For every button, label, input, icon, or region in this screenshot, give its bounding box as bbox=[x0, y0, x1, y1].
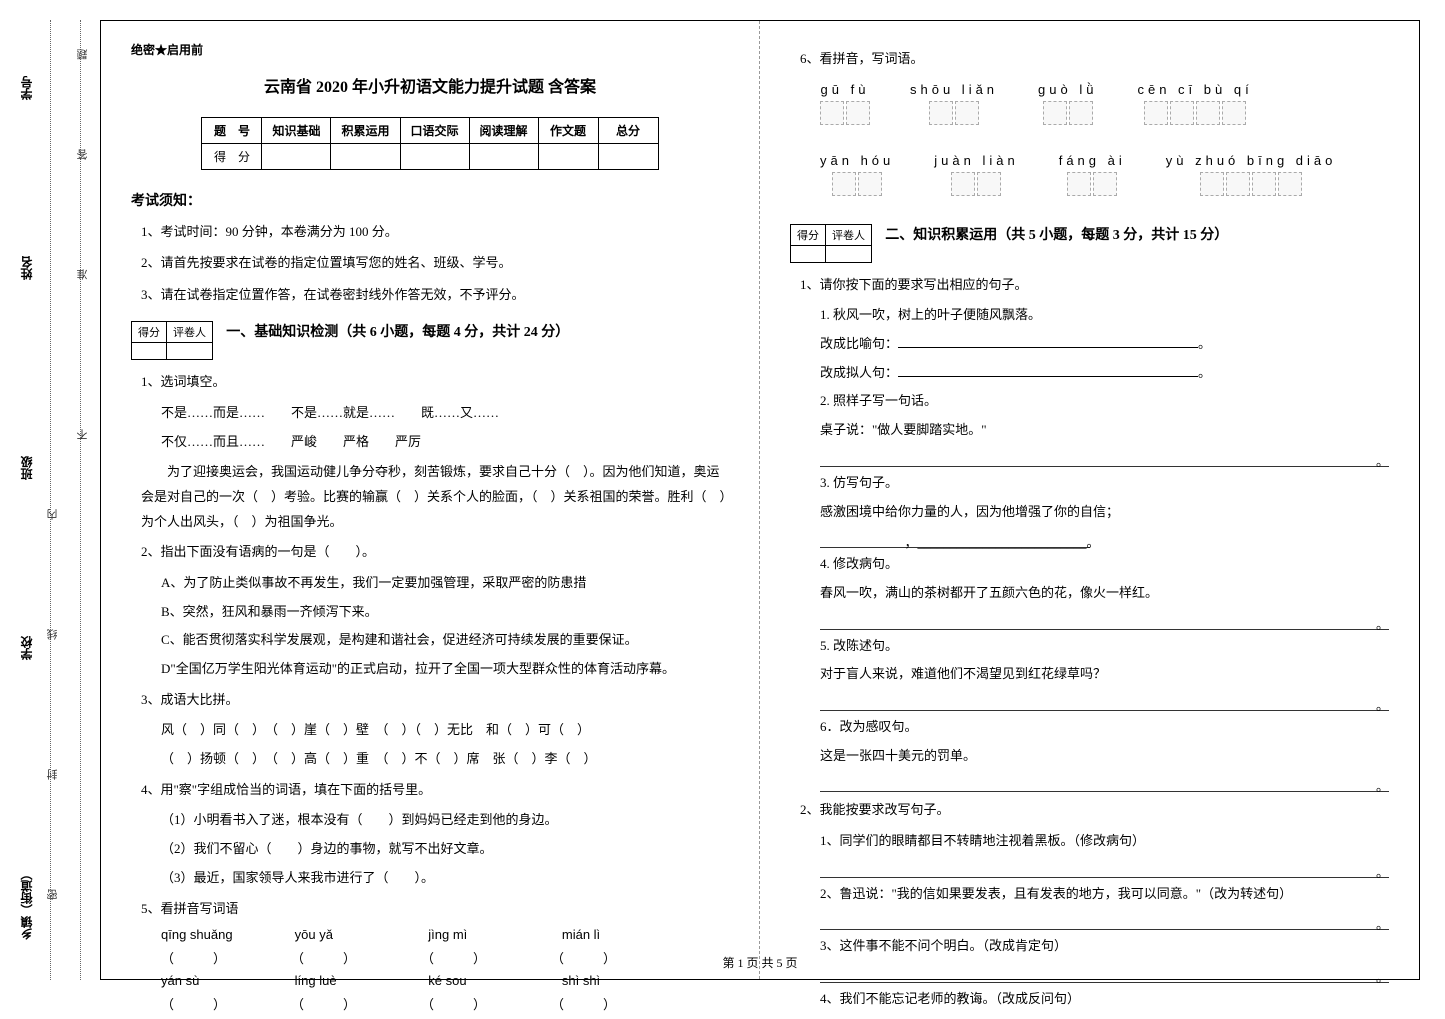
pinyin-grid-item: yān hóu bbox=[820, 153, 894, 204]
score-header-4: 阅读理解 bbox=[469, 118, 538, 144]
section2-heading: 二、知识积累运用（共 5 小题，每题 3 分，共计 15 分） bbox=[885, 224, 1228, 244]
binding-label-0: 乡镇（街道） bbox=[18, 868, 35, 940]
s2-q1: 1、请你按下面的要求写出相应的句子。 bbox=[800, 273, 1389, 298]
score-box-2: 得分评卷人 bbox=[790, 224, 872, 263]
q3-line-0: 风（ ）同（ ） （ ）崖（ ）壁 （ ）（ ）无比 和（ ）可（ ） bbox=[161, 718, 729, 743]
exam-title: 云南省 2020 年小升初语文能力提升试题 含答案 bbox=[131, 73, 729, 97]
section2-header: 得分评卷人 二、知识积累运用（共 5 小题，每题 3 分，共计 15 分） bbox=[790, 224, 1389, 263]
s2-q1-item-2: 3. 仿写句子。 bbox=[820, 471, 1389, 496]
s2-q2-item-3: 4、我们不能忘记老师的教诲。（改成反问句） bbox=[820, 987, 1389, 1012]
score-summary-table: 题 号 知识基础 积累运用 口语交际 阅读理解 作文题 总分 得 分 bbox=[201, 117, 658, 170]
score-header-5: 作文题 bbox=[538, 118, 598, 144]
s2-q1-item-5: 6．改为感叹句。 bbox=[820, 715, 1389, 740]
q3: 3、成语大比拼。 bbox=[141, 688, 729, 713]
binding-hint-1: 封 bbox=[45, 769, 61, 780]
q4-1: （1）小明看书入了迷，根本没有（ ）到妈妈已经走到他的身边。 bbox=[161, 808, 729, 833]
section1-heading: 一、基础知识检测（共 6 小题，每题 4 分，共计 24 分） bbox=[226, 321, 569, 341]
q1: 1、选词填空。 bbox=[141, 370, 729, 395]
s2-q1-item-0: 1. 秋风一吹，树上的叶子便随风飘落。 bbox=[820, 303, 1389, 328]
right-column: 6、看拼音，写词语。 gū fù shōu liǎn guò lǜ cēn cī bù… bbox=[760, 21, 1419, 979]
s2-q1-item-1: 2. 照样子写一句话。 bbox=[820, 389, 1389, 414]
score-row-label: 得 分 bbox=[202, 144, 262, 170]
s2-q2: 2、我能按要求改写句子。 bbox=[800, 798, 1389, 823]
q1-line-0: 不是……而是…… 不是……就是…… 既……又…… bbox=[161, 401, 729, 426]
q3-line-1: （ ）扬顿（ ） （ ）高（ ）重 （ ）不（ ）席 张（ ）李（ ） bbox=[161, 747, 729, 772]
pinyin-grid-item: fáng ài bbox=[1059, 153, 1126, 204]
pinyin-grid-row1: gū fù shōu liǎn guò lǜ cēn cī bù qí bbox=[820, 82, 1389, 133]
binding-hint-6: 答 bbox=[75, 149, 91, 160]
page-footer: 第 1 页 共 5 页 bbox=[101, 954, 1419, 971]
q4: 4、用"察"字组成恰当的词语，填在下面的括号里。 bbox=[141, 778, 729, 803]
s2-q1-item-3: 4. 修改病句。 bbox=[820, 552, 1389, 577]
score-header-0: 题 号 bbox=[202, 118, 262, 144]
score-header-1: 知识基础 bbox=[262, 118, 331, 144]
pinyin-grid-item: shōu liǎn bbox=[910, 82, 998, 133]
binding-area: 乡镇（街道） 学校 班级 姓名 学号 密 封 线 内 不 准 答 题 bbox=[10, 20, 90, 980]
notice-title: 考试须知： bbox=[131, 190, 729, 210]
q4-3: （3）最近，国家领导人来我市进行了（ ）。 bbox=[161, 866, 729, 891]
binding-hint-4: 不 bbox=[75, 429, 91, 440]
s2-q2-item-0: 1、同学们的眼睛都目不转睛地注视着黑板。（修改病句） bbox=[820, 829, 1389, 854]
q6: 6、看拼音，写词语。 bbox=[800, 47, 1389, 72]
binding-label-1: 学校 bbox=[18, 636, 35, 660]
notice-1: 1、考试时间：90 分钟，本卷满分为 100 分。 bbox=[141, 220, 729, 243]
pinyin-grid-item: gū fù bbox=[820, 82, 870, 133]
left-column: 绝密★启用前 云南省 2020 年小升初语文能力提升试题 含答案 题 号 知识基… bbox=[101, 21, 760, 979]
score-header-2: 积累运用 bbox=[331, 118, 400, 144]
q2-d: D"全国亿万学生阳光体育运动"的正式启动，拉开了全国一项大型群众性的体育活动序幕… bbox=[161, 657, 729, 682]
score-header-6: 总分 bbox=[598, 118, 658, 144]
q5-paren-row2: （ ）（ ）（ ）（ ） bbox=[161, 994, 729, 1013]
q2-b: B、突然，狂风和暴雨一齐倾泻下来。 bbox=[161, 600, 729, 625]
pinyin-grid-item: guò lǜ bbox=[1038, 82, 1097, 133]
binding-hint-2: 线 bbox=[45, 629, 61, 640]
q5-pinyin-row1: qīng shuǎng yōu yǎ jìng mì mián lì bbox=[161, 927, 729, 942]
q5: 5、看拼音写词语 bbox=[141, 897, 729, 922]
binding-hint-3: 内 bbox=[45, 509, 61, 520]
binding-label-4: 学号 bbox=[18, 76, 35, 100]
s2-q1-item-4: 5. 改陈述句。 bbox=[820, 634, 1389, 659]
q1-line-1: 不仅……而且…… 严峻 严格 严厉 bbox=[161, 430, 729, 455]
q4-2: （2）我们不留心（ ）身边的事物，就写不出好文章。 bbox=[161, 837, 729, 862]
binding-hint-7: 题 bbox=[75, 49, 91, 60]
pinyin-grid-item: juàn liàn bbox=[934, 153, 1018, 204]
section1-header: 得分评卷人 一、基础知识检测（共 6 小题，每题 4 分，共计 24 分） bbox=[131, 321, 729, 360]
score-box-1: 得分评卷人 bbox=[131, 321, 213, 360]
pinyin-grid-item: yù zhuó bīng diāo bbox=[1166, 153, 1337, 204]
q1-line-2: 为了迎接奥运会，我国运动健儿争分夺秒，刻苦锻炼，要求自己十分（ ）。因为他们知道… bbox=[141, 460, 729, 534]
page: 绝密★启用前 云南省 2020 年小升初语文能力提升试题 含答案 题 号 知识基… bbox=[100, 20, 1420, 980]
pinyin-grid-item: cēn cī bù qí bbox=[1137, 82, 1252, 133]
s2-q2-item-1: 2、鲁迅说："我的信如果要发表，且有发表的地方，我可以同意。"（改为转述句） bbox=[820, 882, 1389, 907]
score-header-3: 口语交际 bbox=[400, 118, 469, 144]
q2-c: C、能否贯彻落实科学发展观，是构建和谐社会，促进经济可持续发展的重要保证。 bbox=[161, 628, 729, 653]
notice-2: 2、请首先按要求在试卷的指定位置填写您的姓名、班级、学号。 bbox=[141, 251, 729, 274]
q2: 2、指出下面没有语病的一句是（ ）。 bbox=[141, 540, 729, 565]
q2-a: A、为了防止类似事故不再发生，我们一定要加强管理，采取严密的防患措 bbox=[161, 571, 729, 596]
binding-label-2: 班级 bbox=[18, 456, 35, 480]
binding-hint-0: 密 bbox=[45, 889, 61, 900]
notice-3: 3、请在试卷指定位置作答，在试卷密封线外作答无效，不予评分。 bbox=[141, 283, 729, 306]
binding-label-3: 姓名 bbox=[18, 256, 35, 280]
q5-pinyin-row2: yán sù líng luè ké sou shì shì bbox=[161, 973, 729, 988]
pinyin-grid-row2: yān hóu juàn liàn fáng ài yù zhuó bīng diāo bbox=[820, 153, 1389, 204]
binding-hint-5: 准 bbox=[75, 269, 91, 280]
secret-label: 绝密★启用前 bbox=[131, 41, 729, 58]
